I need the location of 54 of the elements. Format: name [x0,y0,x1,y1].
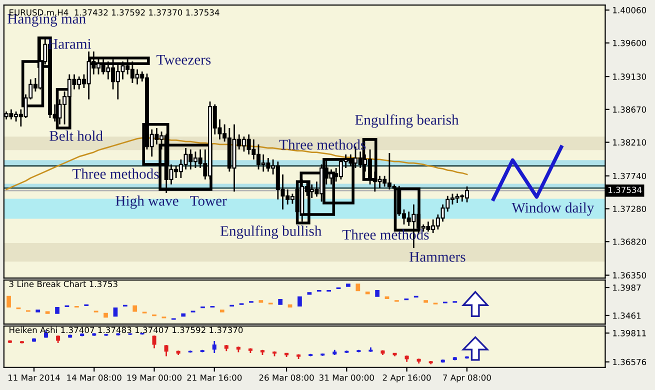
bar [113,308,118,317]
y-tick-label: 1.36576 [613,358,646,366]
y-tick-label: 1.39600 [613,40,646,46]
bar [258,300,264,303]
annotation: Hammers [410,252,466,262]
bar [375,290,380,297]
candlestick [212,340,216,354]
annotation: Engulfing bullish [220,226,322,239]
bar [424,300,428,303]
y-tick-label: 1.3461 [613,312,641,319]
bar [6,296,11,308]
annotation: Tweezers [156,54,211,65]
annotation: High wave [116,196,178,209]
bar [298,296,302,306]
y-tick-label: 1.38670 [613,106,646,113]
annotation: Tower [190,196,227,206]
chart-title: 3 Line Break Chart 1.3753 [9,280,118,288]
y-tick-label: 1.39811 [613,330,646,336]
x-tick-label: 14 Mar 08:00 [67,374,122,381]
y-tick-label: 1.40060 [613,7,646,14]
x-tick-label: 2 Apr 16:00 [382,374,431,382]
bar [36,310,40,312]
annotation: Belt hold [50,130,103,141]
x-tick-label: 19 Mar 00:00 [127,374,182,381]
y-tick-label: 1.38210 [613,139,646,146]
y-tick-label: 1.37280 [613,206,646,212]
x-tick-label: 31 Mar 00:00 [319,374,374,381]
bar [104,312,108,318]
chart-title: Heiken Ashi 1.37407 1.37483 1.37407 1.37592 1.37370 [10,326,243,334]
bar [365,292,370,294]
y-tick-label: 1.36350 [613,272,646,278]
x-tick-label: 21 Mar 16:00 [187,374,242,381]
bar [45,311,50,314]
bar [346,284,350,287]
bar [55,307,60,314]
annotation: Window daily [512,202,594,216]
ref-line-label: 1.37534 [608,186,642,194]
y-tick-label: 1.39130 [613,74,646,80]
bar [220,310,224,312]
x-tick-label: 26 Mar 08:00 [259,374,314,381]
x-tick-label: 11 Mar 2014 [8,374,60,381]
bar [307,292,312,295]
candlestick [152,334,156,349]
bar [132,305,138,312]
x-tick-label: 7 Apr 08:00 [443,374,491,382]
bar [181,313,186,317]
y-tick-label: 1.37740 [613,172,646,180]
y-tick-label: 1.3987 [613,284,641,291]
y-tick-label: 1.36820 [613,238,646,245]
candlestick [164,344,168,357]
chart-title: EURUSD.m,H4 1.37432 1.37592 1.37370 1.37534 [10,9,220,16]
bar [278,299,283,305]
bar [356,284,360,292]
annotation: Engulfing bearish [355,114,459,128]
